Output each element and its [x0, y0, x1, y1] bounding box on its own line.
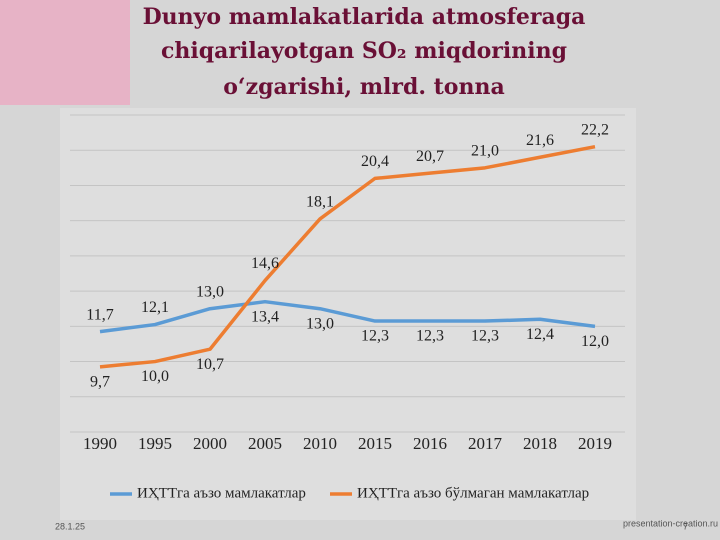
value-label: 21,6: [526, 132, 554, 149]
x-tick-label: 2005: [248, 434, 282, 453]
x-tick-label: 2016: [413, 434, 447, 453]
value-label: 11,7: [86, 306, 113, 323]
value-label: 13,0: [306, 315, 334, 332]
footer-site: presentation-creation.ru: [623, 518, 718, 528]
x-tick-label: 2018: [523, 434, 557, 453]
value-label: 20,4: [361, 153, 389, 170]
value-label: 12,1: [141, 299, 169, 316]
value-label: 12,3: [471, 328, 499, 345]
legend-label: ИҲТТга аъзо мамлакатлар: [137, 485, 306, 501]
value-label: 13,0: [196, 283, 224, 300]
x-tick-label: 2010: [303, 434, 337, 453]
x-tick-label: 2015: [358, 434, 392, 453]
title-line: o‘zgarishi, mlrd. tonna: [223, 74, 504, 100]
corner-decoration: [0, 0, 130, 105]
plot: 1990 1995 2000 2005 2010 2015 2016 2017 2018 2019…: [70, 114, 625, 501]
x-tick-label: 1990: [83, 434, 117, 453]
value-label: 12,4: [526, 326, 554, 343]
footer-page: 7: [683, 521, 688, 531]
x-tick-label: 2019: [578, 434, 612, 453]
title-line: Dunyo mamlakatlarida atmosferaga: [143, 4, 586, 30]
value-label: 10,7: [196, 356, 224, 373]
value-label: 12,3: [361, 328, 389, 345]
value-label: 10,0: [141, 368, 169, 385]
value-label: 20,7: [416, 148, 444, 165]
title-line: chiqarilayotgan SO₂ miqdorining: [161, 38, 567, 64]
value-label: 14,6: [251, 255, 279, 272]
x-tick-label: 2000: [193, 434, 227, 453]
value-label: 12,3: [416, 328, 444, 345]
value-label: 21,0: [471, 143, 499, 160]
value-label: 18,1: [306, 194, 334, 211]
value-label: 22,2: [581, 121, 609, 138]
x-tick-label: 2017: [468, 434, 503, 453]
x-tick-label: 1995: [138, 434, 172, 453]
legend-label: ИҲТТга аъзо бўлмаган мамлакатлар: [357, 485, 589, 501]
value-label: 9,7: [90, 374, 110, 391]
value-label: 12,0: [581, 333, 609, 350]
series-line: [99, 144, 596, 369]
series-line: [99, 299, 596, 334]
footer-date: 28.1.25: [55, 521, 85, 531]
value-label: 13,4: [251, 308, 279, 325]
